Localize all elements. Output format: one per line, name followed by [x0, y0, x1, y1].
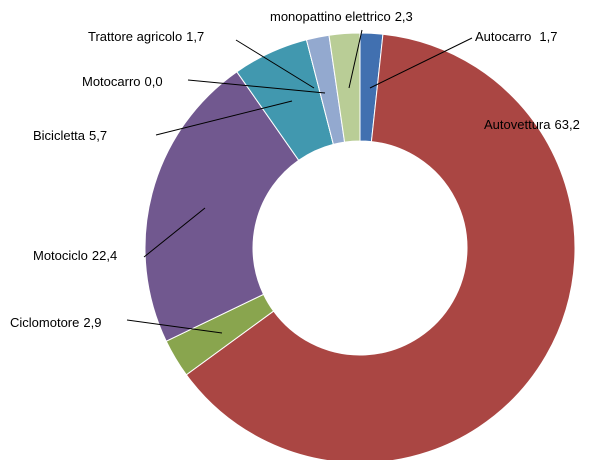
data-label: Trattore agricolo 1,7: [88, 29, 204, 44]
category-label: monopattino elettrico: [270, 9, 391, 24]
data-label: Motocarro 0,0: [82, 74, 163, 89]
data-label: Ciclomotore 2,9: [10, 315, 101, 330]
value-label: 22,4: [92, 248, 117, 263]
category-label: Autocarro: [475, 29, 531, 44]
data-label: Motociclo 22,4: [33, 248, 117, 263]
category-label: Ciclomotore: [10, 315, 79, 330]
category-label: Autovettura: [484, 117, 551, 132]
data-label: Autocarro 1,7: [475, 29, 557, 44]
leader-line: [143, 207, 206, 258]
donut-slice: [328, 32, 361, 143]
value-label: 0,0: [145, 74, 163, 89]
value-label: 63,2: [555, 117, 580, 132]
data-label: monopattino elettrico 2,3: [270, 9, 413, 24]
value-label: 1,7: [186, 29, 204, 44]
leader-line: [348, 29, 363, 89]
data-label: Bicicletta 5,7: [33, 128, 107, 143]
value-label: 2,3: [395, 9, 413, 24]
category-label: Trattore agricolo: [88, 29, 182, 44]
category-label: Motociclo: [33, 248, 88, 263]
value-label: 2,9: [83, 315, 101, 330]
leader-line: [155, 100, 293, 136]
category-label: Bicicletta: [33, 128, 86, 143]
leader-line: [126, 319, 223, 334]
leader-line: [187, 79, 326, 94]
data-label: Autovettura 63,2: [484, 117, 580, 132]
donut-slice: [185, 33, 576, 460]
value-label: 1,7: [539, 29, 557, 44]
category-label: Motocarro: [82, 74, 141, 89]
leader-line: [235, 39, 315, 89]
value-label: 5,7: [89, 128, 107, 143]
leader-line: [369, 37, 473, 89]
